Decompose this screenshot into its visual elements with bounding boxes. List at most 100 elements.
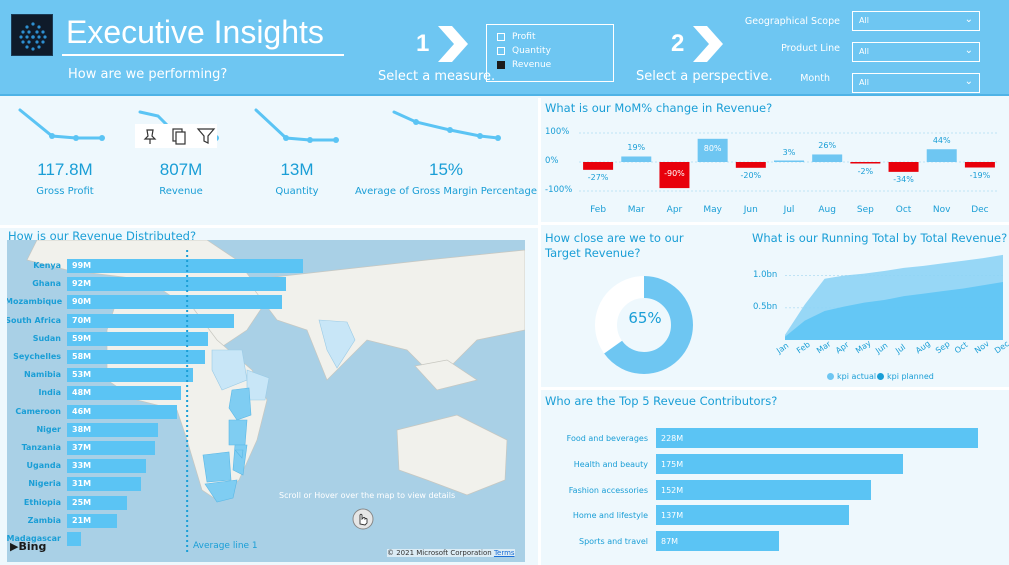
mom-bar [659,162,690,189]
top5-bar[interactable] [656,479,871,500]
revenue-map[interactable]: Kenya 99M Ghana 92M Mozambique 90M South Afric… [7,240,525,562]
product-line-dropdown[interactable]: All ⌄ [852,42,980,62]
bar-category-label: Uganda [26,461,61,471]
distribution-title: How is our Revenue Distributed? [8,229,197,243]
title-underline [62,54,344,56]
y-tick-label: 1.0bn [753,269,778,280]
mom-chart[interactable]: 100% 0% -100% -27% Feb 19% Mar -90% Apr 80% May -20… [541,120,1009,220]
measure-selector: Profit Quantity Revenue [486,24,614,82]
top5-bar[interactable] [656,531,779,552]
top5-category-label: Fashion accessories [568,485,648,495]
mom-bar [735,162,766,168]
legend-item: kpi planned [877,372,934,381]
month-label: Sep [856,205,874,215]
bar[interactable] [67,350,206,364]
chevron-right-icon [438,26,468,62]
bar-category-label: Sudan [32,333,61,343]
bar[interactable] [67,259,303,273]
step-2-number: 2 [671,30,685,57]
dropdown-value: All [859,16,869,25]
header-banner: Executive Insights How are we performing… [0,0,1009,96]
bar[interactable] [67,513,118,528]
step-2-text: Select a perspective. [636,69,773,84]
bar-category-label: Cameroon [15,406,61,416]
checkbox[interactable] [497,33,505,41]
filter-icon[interactable] [195,126,217,146]
running-total-chart[interactable]: 1.0bn 0.5bn Jan Feb Mar Apr May Jun Jul Aug Sep Oct… [745,245,1009,385]
measure-option-profit[interactable]: Profit [497,30,603,44]
top5-chart[interactable]: Food and beverages 228M Health and beauty 1… [541,420,1009,560]
measure-label: Quantity [512,46,551,56]
mom-bar [888,162,919,172]
month-label: Apr [666,205,683,215]
y-tick-label: 0% [545,156,559,166]
legend-dot [827,373,834,380]
mom-value-label: -34% [893,174,914,184]
terms-link[interactable]: Terms [493,549,515,557]
month-label: Feb [590,205,607,215]
bar-value-label: 25M [72,497,92,507]
running-svg [785,254,1003,340]
month-label: Aug [818,205,836,215]
checkbox[interactable] [497,61,505,69]
bar-value-label: 53M [72,370,92,380]
measure-option-revenue[interactable]: Revenue [497,58,603,72]
bar[interactable] [67,441,156,455]
kpi-sparklines [18,108,501,143]
visual-toolbar [135,124,217,148]
bar[interactable] [67,404,177,419]
month-label: May [703,205,722,215]
legend-dot [877,373,884,380]
top5-bar[interactable] [656,428,978,448]
bar[interactable] [67,295,282,310]
bar[interactable] [67,313,234,328]
bar-category-label: Ghana [32,279,61,289]
top5-bar[interactable] [656,505,850,526]
bar-category-label: India [38,388,61,398]
bar[interactable] [67,277,287,292]
top5-value-label: 137M [661,511,684,521]
month-label: Jul [783,205,795,215]
mom-bar [583,162,614,170]
sparkline-quantity [254,108,338,142]
top5-value-label: 87M [661,537,679,547]
copyright-text: © 2021 Microsoft Corporation [387,549,492,557]
bar-value-label: 46M [72,406,92,416]
mom-bar [774,160,804,162]
bar[interactable] [67,422,158,437]
bar[interactable] [67,477,141,492]
bar-category-label: Tanzania [21,443,61,452]
mom-value-label: 19% [627,143,646,153]
bar[interactable] [67,331,208,346]
filter-label-month: Month [800,73,830,84]
bar-value-label: 58M [72,352,92,361]
bar-category-label: Mozambique [7,297,63,307]
top5-category-label: Food and beverages [566,434,648,443]
bar-value-label: 99M [72,261,92,270]
y-tick-label: 0.5bn [753,301,778,312]
copy-icon[interactable] [167,126,189,146]
chevron-down-icon: ⌄ [964,76,973,87]
top5-bar[interactable] [656,453,904,474]
bar[interactable] [67,386,182,401]
legend-label: kpi planned [887,372,934,381]
bar[interactable] [67,532,82,546]
month-dropdown[interactable]: All ⌄ [852,73,980,93]
logo [11,14,53,56]
checkbox[interactable] [497,47,505,55]
mom-value-label: 80% [703,144,722,154]
kpi-label-revenue: Revenue [159,186,203,197]
measure-label: Revenue [512,60,552,70]
bar[interactable] [67,459,146,474]
bar[interactable] [67,495,127,510]
sparkline-gross-profit [18,108,104,140]
page-title: Executive Insights [66,14,324,50]
bar[interactable] [67,368,194,383]
target-donut[interactable] [593,274,695,376]
average-line [186,250,189,552]
month-label: Oct [895,205,912,215]
measure-option-quantity[interactable]: Quantity [497,44,603,58]
pin-icon[interactable] [139,126,161,146]
bing-logo: ▶Bing [10,540,46,553]
geo-scope-dropdown[interactable]: All ⌄ [852,11,980,31]
